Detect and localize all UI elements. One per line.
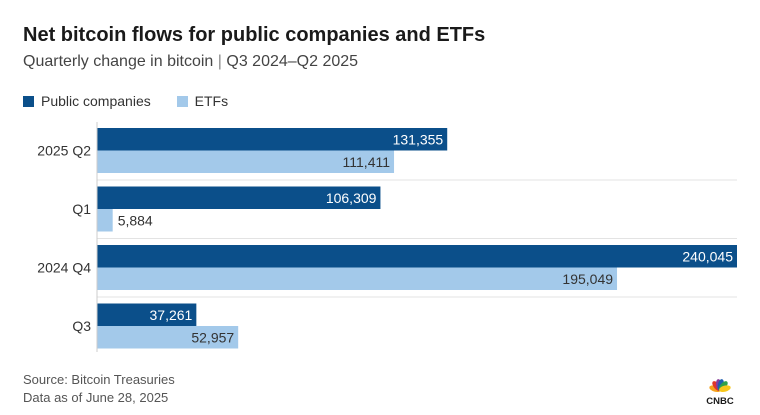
cnbc-peacock-logo: CNBC	[706, 379, 734, 406]
bar-etfs	[97, 150, 395, 173]
data-label: 37,261	[150, 307, 193, 323]
data-label: 5,884	[118, 212, 153, 228]
peacock-feather	[718, 385, 731, 392]
data-label: 131,355	[393, 131, 444, 147]
source-note: Source: Bitcoin Treasuries	[23, 372, 175, 387]
cnbc-logo-text: CNBC	[706, 396, 734, 406]
data-label: 111,411	[343, 154, 391, 170]
legend-item-public-companies: Public companies	[23, 93, 151, 109]
legend-label-public-companies: Public companies	[41, 93, 151, 109]
legend-label-etfs: ETFs	[194, 93, 229, 109]
data-label: 52,957	[191, 329, 234, 345]
subtitle-main: Quarterly change in bitcoin	[23, 53, 214, 70]
bar-public-companies	[97, 186, 381, 209]
legend-item-etfs: ETFs	[176, 93, 229, 109]
subtitle-separator: |	[217, 53, 222, 70]
data-label: 240,045	[682, 248, 733, 264]
chart-legend: Public companies ETFs	[23, 93, 250, 110]
bar-public-companies	[97, 128, 448, 151]
bar-public-companies	[97, 303, 197, 326]
chart-subtitle: Quarterly change in bitcoin | Q3 2024–Q2…	[23, 53, 358, 71]
category-label: Q3	[72, 318, 91, 334]
data-date-note: Data as of June 28, 2025	[23, 390, 169, 405]
data-label: 106,309	[326, 190, 377, 206]
category-label: Q1	[72, 201, 91, 217]
category-label: 2024 Q4	[37, 260, 91, 276]
data-label: 195,049	[562, 271, 613, 287]
category-label: 2025 Q2	[37, 143, 91, 159]
subtitle-range: Q3 2024–Q2 2025	[226, 53, 359, 70]
bar-etfs	[97, 326, 239, 349]
chart-title: Net bitcoin flows for public companies a…	[23, 24, 486, 46]
chart-footer: Source: Bitcoin Treasuries Data as of Ju…	[23, 371, 175, 407]
bar-public-companies	[97, 245, 737, 268]
bar-etfs	[97, 209, 113, 232]
legend-swatch-etfs	[176, 95, 188, 107]
bar-etfs	[97, 267, 618, 290]
legend-swatch-public-companies	[23, 95, 34, 107]
